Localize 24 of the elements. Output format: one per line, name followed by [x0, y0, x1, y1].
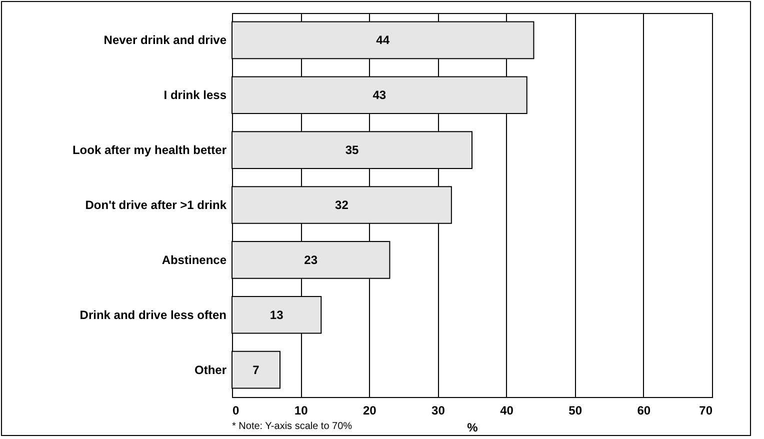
- x-tick-label: 70: [699, 404, 713, 418]
- y-tick-label: Other: [194, 362, 227, 377]
- x-tick-label: 20: [362, 404, 377, 418]
- data-label: 13: [270, 308, 284, 322]
- y-tick-label: Don't drive after >1 drink: [85, 198, 227, 212]
- data-label: 43: [372, 88, 386, 102]
- y-tick-label: Look after my health better: [72, 143, 227, 158]
- y-tick-label: Abstinence: [162, 252, 227, 267]
- y-tick-label: Drink and drive less often: [80, 308, 226, 322]
- x-axis-title: %: [467, 420, 478, 434]
- data-label: 32: [335, 198, 349, 212]
- x-tick-label: 60: [637, 404, 651, 418]
- y-tick-label: I drink less: [164, 88, 227, 102]
- x-tick-label: 50: [568, 404, 582, 418]
- x-tick-label: 10: [294, 404, 308, 418]
- data-label: 7: [252, 362, 260, 377]
- data-label: 44: [376, 33, 390, 48]
- text: * Note: Y-axis scale to 70%: [232, 421, 352, 432]
- x-tick-label: 0: [232, 404, 240, 418]
- data-label: 35: [345, 143, 359, 158]
- x-tick-label: 30: [432, 404, 446, 418]
- data-label: 23: [304, 252, 318, 267]
- x-tick-label: 40: [500, 404, 514, 418]
- y-tick-label: Never drink and drive: [104, 33, 227, 48]
